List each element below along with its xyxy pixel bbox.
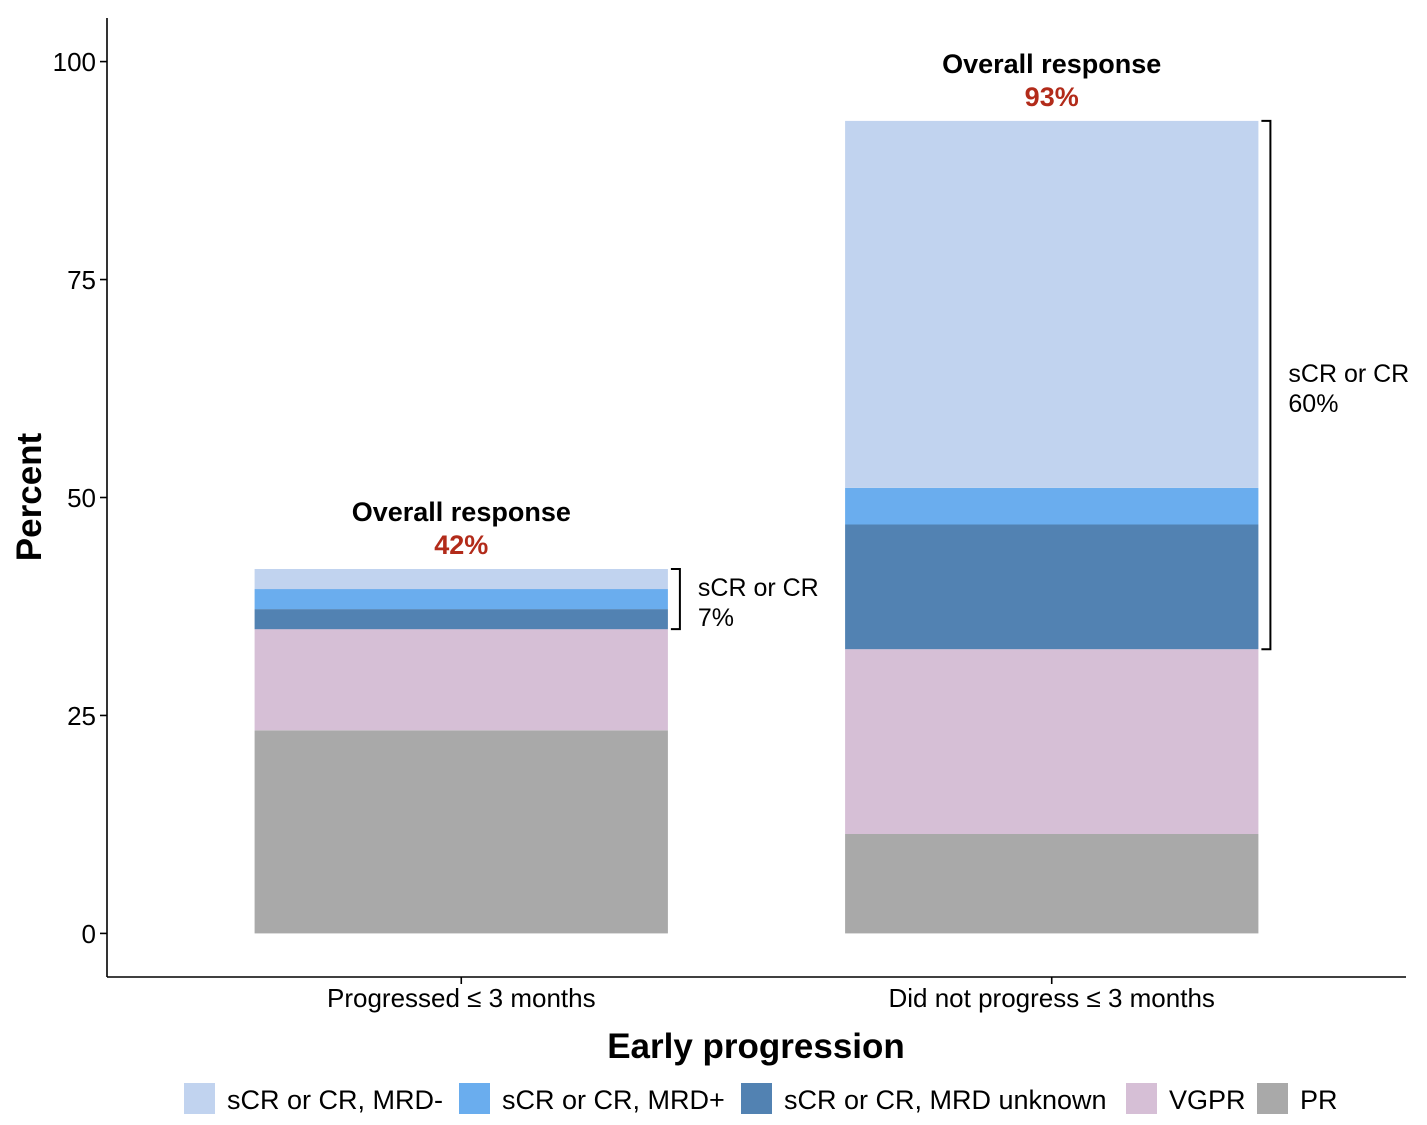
- bar-progressed-3-months-scr-or-cr-mrd-unknown: [254, 609, 668, 630]
- legend-label-scr-or-cr-mrd-pos: sCR or CR, MRD+: [502, 1085, 725, 1115]
- legend-label-pr: PR: [1300, 1085, 1338, 1115]
- legend-item-scr-or-cr-mrd-pos: sCR or CR, MRD+: [459, 1083, 725, 1115]
- legend-item-vgpr: VGPR: [1126, 1083, 1246, 1115]
- legend-swatch-scr-or-cr-mrd-neg: [184, 1083, 215, 1114]
- legend-swatch-pr: [1257, 1083, 1288, 1114]
- legend-item-scr-or-cr-mrd-neg: sCR or CR, MRD-: [184, 1083, 443, 1115]
- y-tick-label-100: 100: [53, 47, 96, 77]
- y-tick-label-0: 0: [82, 919, 96, 949]
- cr-bracket-label-2: sCR or CR: [1288, 360, 1409, 388]
- bar-did-not-progress-3-months-scr-or-cr-mrd-pos: [845, 487, 1259, 525]
- legend-label-vgpr: VGPR: [1169, 1085, 1246, 1115]
- legend-swatch-scr-or-cr-mrd-pos: [459, 1083, 490, 1114]
- legend-swatch-scr-or-cr-mrd-unknown: [741, 1083, 772, 1114]
- cr-bracket-value-1: 7%: [698, 604, 734, 632]
- legend-item-scr-or-cr-mrd-unknown: sCR or CR, MRD unknown: [741, 1083, 1107, 1115]
- y-tick-label-75: 75: [67, 265, 96, 295]
- bar-did-not-progress-3-months-pr: [845, 834, 1259, 934]
- overall-response-value-1: 42%: [434, 530, 488, 560]
- bar-progressed-3-months-scr-or-cr-mrd-pos: [254, 589, 668, 610]
- y-axis-title: Percent: [10, 432, 49, 561]
- cr-bracket-label-1: sCR or CR: [698, 574, 819, 602]
- cr-bracket-value-2: 60%: [1288, 390, 1338, 418]
- cr-bracket-2: [1261, 119, 1272, 651]
- x-tick-label-progressed-3-months: Progressed ≤ 3 months: [327, 983, 596, 1013]
- legend-item-pr: PR: [1257, 1083, 1338, 1115]
- legend: sCR or CR, MRD-sCR or CR, MRD+ sCR or CR,…: [184, 1083, 1338, 1115]
- axes-layer: 0 25 50 75 100 Progressed ≤ 3 months Did not p…: [53, 18, 1406, 1013]
- y-tick-label-25: 25: [67, 701, 96, 731]
- y-tick-label-50: 50: [67, 483, 96, 513]
- legend-label-scr-or-cr-mrd-neg: sCR or CR, MRD-: [227, 1085, 443, 1115]
- overall-response-value-2: 93%: [1025, 82, 1079, 112]
- bars-layer: [254, 120, 1259, 934]
- overall-response-title-1: Overall response: [352, 497, 571, 527]
- legend-label-scr-or-cr-mrd-unknown: sCR or CR, MRD unknown: [784, 1085, 1107, 1115]
- x-axis-title: Early progression: [607, 1027, 905, 1066]
- x-tick-label-did-not-progress-3-months: Did not progress ≤ 3 months: [888, 983, 1214, 1013]
- bar-did-not-progress-3-months-scr-or-cr-mrd-unknown: [845, 524, 1259, 650]
- bar-progressed-3-months-pr: [254, 730, 668, 934]
- cr-bracket-1: [670, 568, 681, 631]
- legend-swatch-vgpr: [1126, 1083, 1157, 1114]
- bar-progressed-3-months-scr-or-cr-mrd-neg: [254, 569, 668, 590]
- bar-did-not-progress-3-months-vgpr: [845, 649, 1259, 834]
- bar-progressed-3-months-vgpr: [254, 629, 668, 731]
- bar-did-not-progress-3-months-scr-or-cr-mrd-neg: [845, 120, 1259, 488]
- overall-response-title-2: Overall response: [942, 49, 1161, 79]
